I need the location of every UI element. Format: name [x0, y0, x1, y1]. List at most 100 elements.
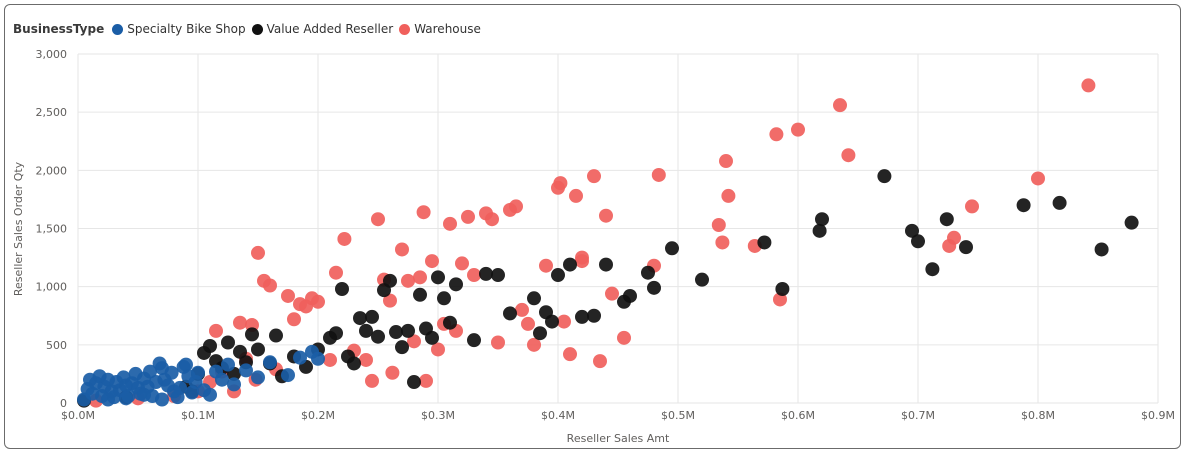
- data-point[interactable]: [419, 373, 433, 388]
- data-point[interactable]: [959, 240, 973, 255]
- data-point[interactable]: [425, 330, 439, 345]
- data-point[interactable]: [1081, 78, 1096, 93]
- data-point[interactable]: [551, 268, 565, 283]
- data-point[interactable]: [575, 254, 589, 269]
- data-point[interactable]: [773, 292, 787, 307]
- data-point[interactable]: [395, 242, 409, 257]
- data-point[interactable]: [527, 291, 541, 306]
- data-point[interactable]: [719, 154, 733, 169]
- data-point[interactable]: [509, 199, 523, 214]
- data-point[interactable]: [877, 169, 892, 184]
- data-point[interactable]: [443, 315, 457, 330]
- data-point[interactable]: [215, 372, 229, 387]
- legend-item-value-added-reseller[interactable]: Value Added Reseller: [251, 22, 393, 36]
- data-point[interactable]: [925, 262, 940, 277]
- data-point[interactable]: [757, 235, 772, 250]
- data-point[interactable]: [623, 288, 637, 303]
- data-point[interactable]: [385, 365, 400, 380]
- data-point[interactable]: [617, 330, 631, 345]
- data-point[interactable]: [461, 209, 475, 224]
- data-point[interactable]: [179, 357, 193, 372]
- data-point[interactable]: [455, 256, 469, 271]
- data-point[interactable]: [337, 231, 352, 246]
- legend-item-specialty-bike-shop[interactable]: Specialty Bike Shop: [112, 22, 246, 36]
- data-point[interactable]: [539, 258, 553, 273]
- data-point[interactable]: [347, 356, 361, 371]
- data-point[interactable]: [119, 391, 133, 406]
- data-point[interactable]: [1016, 198, 1031, 213]
- data-point[interactable]: [641, 265, 655, 280]
- data-point[interactable]: [221, 335, 235, 350]
- data-point[interactable]: [947, 230, 961, 245]
- data-point[interactable]: [251, 342, 265, 357]
- data-point[interactable]: [791, 122, 805, 137]
- data-point[interactable]: [209, 323, 223, 338]
- data-point[interactable]: [359, 323, 373, 338]
- data-point[interactable]: [911, 234, 925, 249]
- data-point[interactable]: [365, 373, 379, 388]
- data-point[interactable]: [563, 347, 577, 362]
- data-point[interactable]: [401, 273, 415, 288]
- data-point[interactable]: [251, 245, 265, 260]
- data-point[interactable]: [437, 291, 451, 306]
- data-point[interactable]: [503, 306, 517, 321]
- data-point[interactable]: [815, 212, 829, 227]
- data-point[interactable]: [281, 368, 295, 383]
- data-point[interactable]: [311, 351, 325, 366]
- data-point[interactable]: [425, 254, 439, 269]
- data-point[interactable]: [443, 216, 457, 231]
- data-point[interactable]: [335, 281, 349, 296]
- data-point[interactable]: [721, 188, 736, 203]
- data-point[interactable]: [287, 312, 301, 327]
- data-point[interactable]: [395, 340, 409, 355]
- data-point[interactable]: [143, 364, 157, 379]
- data-point[interactable]: [695, 272, 709, 287]
- data-point[interactable]: [593, 354, 607, 369]
- data-point[interactable]: [233, 344, 247, 359]
- data-point[interactable]: [647, 280, 661, 295]
- data-point[interactable]: [491, 268, 505, 283]
- data-point[interactable]: [329, 326, 343, 341]
- data-point[interactable]: [359, 352, 373, 367]
- data-point[interactable]: [416, 205, 431, 220]
- data-point[interactable]: [311, 294, 325, 309]
- data-point[interactable]: [101, 392, 115, 407]
- data-point[interactable]: [1052, 195, 1067, 210]
- data-point[interactable]: [239, 363, 253, 378]
- data-point[interactable]: [173, 380, 187, 395]
- data-point[interactable]: [769, 127, 784, 142]
- data-point[interactable]: [245, 327, 259, 342]
- data-point[interactable]: [137, 387, 151, 402]
- data-point[interactable]: [401, 323, 415, 338]
- data-point[interactable]: [353, 311, 367, 326]
- data-point[interactable]: [191, 365, 205, 380]
- data-point[interactable]: [1124, 215, 1139, 230]
- data-point[interactable]: [515, 302, 529, 317]
- data-point[interactable]: [221, 357, 235, 372]
- data-point[interactable]: [431, 342, 445, 357]
- data-point[interactable]: [371, 212, 385, 227]
- data-point[interactable]: [1031, 171, 1045, 186]
- data-point[interactable]: [485, 212, 499, 227]
- data-point[interactable]: [383, 293, 397, 308]
- data-point[interactable]: [575, 309, 589, 324]
- data-point[interactable]: [569, 188, 583, 203]
- data-point[interactable]: [775, 281, 790, 296]
- data-point[interactable]: [553, 176, 568, 191]
- data-point[interactable]: [665, 241, 679, 256]
- data-point[interactable]: [545, 314, 559, 329]
- data-point[interactable]: [407, 375, 421, 390]
- data-point[interactable]: [587, 308, 601, 323]
- data-point[interactable]: [227, 377, 241, 392]
- data-point[interactable]: [203, 387, 217, 402]
- data-point[interactable]: [389, 325, 403, 340]
- legend-item-warehouse[interactable]: Warehouse: [399, 22, 481, 36]
- data-point[interactable]: [233, 315, 247, 330]
- data-point[interactable]: [491, 335, 505, 350]
- data-point[interactable]: [905, 223, 919, 238]
- data-point[interactable]: [155, 392, 169, 407]
- data-point[interactable]: [383, 273, 397, 288]
- data-point[interactable]: [605, 286, 619, 301]
- data-point[interactable]: [965, 199, 979, 214]
- data-point[interactable]: [812, 223, 827, 238]
